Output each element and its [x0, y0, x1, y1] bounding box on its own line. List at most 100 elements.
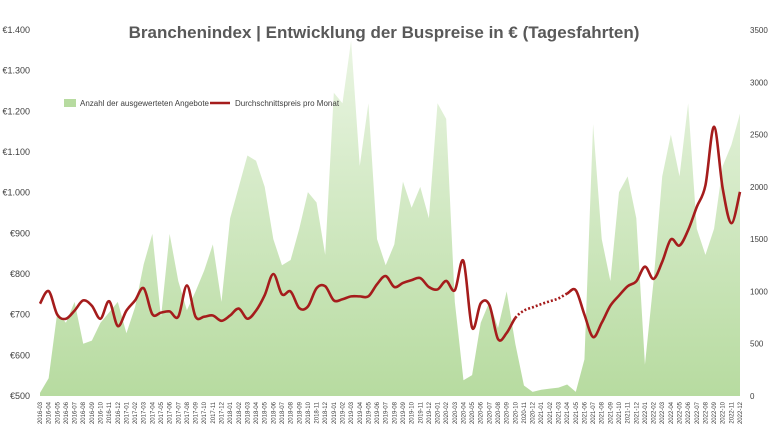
x-tick-label: 2020-02 — [444, 401, 450, 424]
x-tick-label: 2016-06 — [64, 401, 70, 424]
y-left-tick-label: €1.400 — [2, 25, 30, 35]
y-left-tick-label: €1.000 — [2, 188, 30, 198]
x-tick-label: 2020-05 — [470, 401, 476, 424]
x-tick-label: 2017-04 — [150, 401, 156, 424]
x-tick-label: 2017-07 — [176, 401, 182, 424]
x-tick-label: 2016-10 — [98, 401, 104, 424]
x-tick-label: 2019-07 — [384, 401, 390, 424]
x-tick-label: 2019-08 — [392, 401, 398, 424]
x-tick-label: 2019-03 — [349, 401, 355, 424]
x-tick-label: 2018-07 — [280, 401, 286, 424]
y-right-tick-label: 2000 — [750, 183, 768, 192]
x-tick-label: 2019-05 — [366, 401, 372, 424]
x-tick-label: 2020-07 — [487, 401, 493, 424]
right-y-axis: 0 500 1000 1500 2000 2500 3000 3500 — [750, 26, 768, 401]
x-tick-label: 2022-06 — [686, 401, 692, 424]
x-tick-label: 2021-05 — [574, 401, 580, 424]
x-tick-label: 2019-04 — [358, 401, 364, 424]
y-right-tick-label: 3000 — [750, 78, 768, 87]
x-tick-label: 2022-07 — [695, 401, 701, 424]
y-right-tick-label: 500 — [750, 340, 764, 349]
x-tick-label: 2020-08 — [496, 401, 502, 424]
x-tick-label: 2019-12 — [427, 401, 433, 424]
price-line-dotted-segment — [514, 292, 568, 319]
x-tick-label: 2022-10 — [721, 401, 727, 424]
x-tick-label: 2016-05 — [55, 401, 61, 424]
x-tick-label: 2021-02 — [548, 401, 554, 424]
x-tick-label: 2017-02 — [133, 401, 139, 424]
x-tick-label: 2022-05 — [678, 401, 684, 424]
x-tick-label: 2017-05 — [159, 401, 165, 424]
x-tick-label: 2018-04 — [254, 401, 260, 424]
x-tick-label: 2016-07 — [73, 401, 79, 424]
x-tick-label: 2022-09 — [712, 401, 718, 424]
x-tick-label: 2017-01 — [124, 401, 130, 424]
x-tick-label: 2020-01 — [436, 401, 442, 424]
offers-area — [40, 40, 740, 397]
left-y-axis: €500 €600 €700 €800 €900 €1.000 €1.100 €1.200 €1… — [2, 25, 30, 401]
legend-line-label: Durchschnittspreis pro Monat — [235, 99, 340, 108]
x-tick-label: 2022-11 — [729, 401, 735, 423]
y-left-tick-label: €700 — [10, 310, 30, 320]
x-tick-label: 2016-03 — [38, 401, 44, 424]
x-tick-label: 2022-02 — [652, 401, 658, 424]
x-tick-label: 2016-04 — [47, 401, 53, 424]
y-right-tick-label: 1000 — [750, 287, 768, 296]
x-tick-label: 2021-11 — [626, 401, 632, 423]
x-tick-label: 2022-03 — [660, 401, 666, 424]
x-tick-label: 2019-01 — [332, 401, 338, 424]
y-left-tick-label: €1.300 — [2, 66, 30, 76]
x-tick-label: 2016-09 — [90, 401, 96, 424]
x-tick-label: 2021-03 — [557, 401, 563, 424]
x-tick-label: 2020-12 — [531, 401, 537, 424]
x-tick-label: 2021-01 — [539, 401, 545, 424]
legend-area-swatch — [64, 99, 76, 107]
x-tick-label: 2020-03 — [453, 401, 459, 424]
x-tick-label: 2020-09 — [505, 401, 511, 424]
x-tick-label: 2017-08 — [185, 401, 191, 424]
x-tick-label: 2018-06 — [271, 401, 277, 424]
x-tick-label: 2016-08 — [81, 401, 87, 424]
x-tick-label: 2018-03 — [245, 401, 251, 424]
x-tick-label: 2018-05 — [263, 401, 269, 424]
x-tick-label: 2019-06 — [375, 401, 381, 424]
price-line-segment — [566, 125, 742, 339]
x-tick-label: 2017-10 — [202, 401, 208, 424]
y-left-tick-label: €900 — [10, 228, 30, 238]
y-left-tick-label: €800 — [10, 269, 30, 279]
x-tick-label: 2016-11 — [107, 401, 113, 423]
x-tick-label: 2020-06 — [479, 401, 485, 424]
x-tick-label: 2021-06 — [582, 401, 588, 424]
x-tick-label: 2017-06 — [168, 401, 174, 424]
x-tick-label: 2021-08 — [600, 401, 606, 424]
y-left-tick-label: €500 — [10, 391, 30, 401]
x-tick-label: 2021-04 — [565, 401, 571, 424]
x-tick-label: 2019-11 — [418, 401, 424, 423]
x-tick-label: 2021-10 — [617, 401, 623, 424]
x-tick-label: 2017-11 — [211, 401, 217, 423]
x-tick-label: 2022-12 — [738, 401, 744, 424]
x-tick-label: 2018-12 — [323, 401, 329, 424]
x-tick-label: 2017-03 — [142, 401, 148, 424]
x-tick-label: 2018-10 — [306, 401, 312, 424]
x-tick-label: 2019-10 — [410, 401, 416, 424]
avg-price-line-series — [38, 125, 742, 342]
x-axis: 2016-03 2016-04 2016-05 2016-06 2016-07 2016-… — [38, 401, 744, 424]
y-left-tick-label: €1.200 — [2, 106, 30, 116]
y-left-tick-label: €600 — [10, 350, 30, 360]
x-tick-label: 2018-11 — [315, 401, 321, 423]
x-tick-label: 2020-04 — [461, 401, 467, 424]
x-tick-label: 2016-12 — [116, 401, 122, 424]
y-left-tick-label: €1.100 — [2, 147, 30, 157]
x-tick-label: 2022-08 — [703, 401, 709, 424]
legend: Anzahl der ausgewerteten Angebote Durchs… — [64, 99, 340, 108]
x-tick-label: 2021-09 — [608, 401, 614, 424]
x-tick-label: 2018-09 — [297, 401, 303, 424]
y-right-tick-label: 3500 — [750, 26, 768, 35]
x-tick-label: 2018-08 — [289, 401, 295, 424]
legend-area-label: Anzahl der ausgewerteten Angebote — [80, 99, 210, 108]
x-tick-label: 2020-10 — [513, 401, 519, 424]
price-line-segment — [38, 259, 517, 342]
x-tick-label: 2022-04 — [669, 401, 675, 424]
